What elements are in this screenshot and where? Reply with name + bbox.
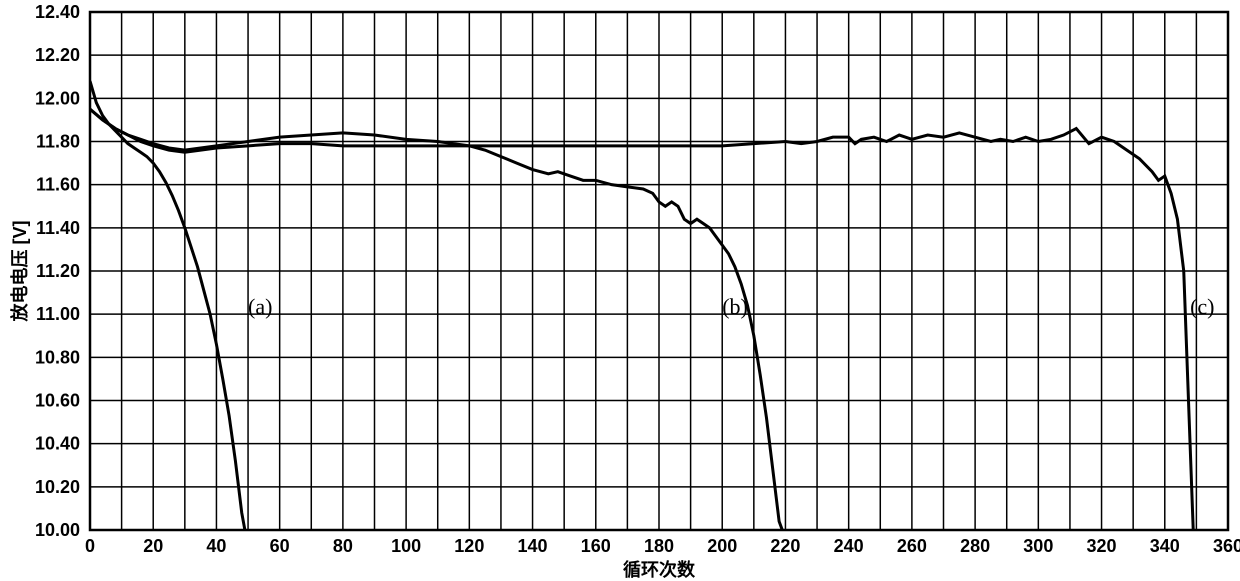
x-tick-label: 120 xyxy=(454,536,484,556)
y-axis-label: 放电电压 [V] xyxy=(9,221,30,323)
x-tick-label: 180 xyxy=(644,536,674,556)
x-tick-label: 0 xyxy=(85,536,95,556)
y-tick-label: 11.00 xyxy=(36,304,80,324)
y-tick-label: 12.00 xyxy=(35,88,80,108)
x-tick-label: 140 xyxy=(518,536,548,556)
x-tick-label: 280 xyxy=(960,536,990,556)
x-tick-label: 20 xyxy=(143,536,163,556)
y-tick-label: 11.20 xyxy=(36,261,80,281)
y-tick-label: 10.80 xyxy=(35,347,80,367)
x-tick-label: 100 xyxy=(391,536,421,556)
x-tick-label: 60 xyxy=(270,536,290,556)
x-tick-label: 240 xyxy=(834,536,864,556)
y-tick-label: 12.20 xyxy=(35,45,80,65)
y-tick-label: 11.40 xyxy=(36,218,80,238)
x-tick-label: 40 xyxy=(206,536,226,556)
y-tick-label: 10.00 xyxy=(35,520,80,540)
series-label-a: (a) xyxy=(248,294,272,319)
x-tick-label: 160 xyxy=(581,536,611,556)
y-tick-label: 11.60 xyxy=(36,175,80,195)
y-tick-label: 11.80 xyxy=(36,132,80,152)
x-tick-label: 340 xyxy=(1150,536,1180,556)
x-tick-label: 360 xyxy=(1213,536,1240,556)
y-tick-label: 10.20 xyxy=(35,477,80,497)
x-tick-label: 80 xyxy=(333,536,353,556)
y-tick-label: 10.40 xyxy=(35,434,80,454)
series-label-c: (c) xyxy=(1190,294,1214,319)
x-tick-label: 300 xyxy=(1023,536,1053,556)
y-tick-label: 10.60 xyxy=(35,391,80,411)
x-tick-label: 220 xyxy=(770,536,800,556)
chart-svg: 0 20 40 60 80 100 120 140 160 180 200 220 240 260 280 3… xyxy=(0,0,1240,581)
x-tick-label: 200 xyxy=(707,536,737,556)
series-label-b: (b) xyxy=(722,294,748,319)
x-tick-label: 320 xyxy=(1087,536,1117,556)
x-axis-label: 循环次数 xyxy=(623,559,696,580)
voltage-cycle-chart: 0 20 40 60 80 100 120 140 160 180 200 220 240 260 280 3… xyxy=(0,0,1240,581)
x-tick-label: 260 xyxy=(897,536,927,556)
y-tick-label: 12.40 xyxy=(35,2,80,22)
